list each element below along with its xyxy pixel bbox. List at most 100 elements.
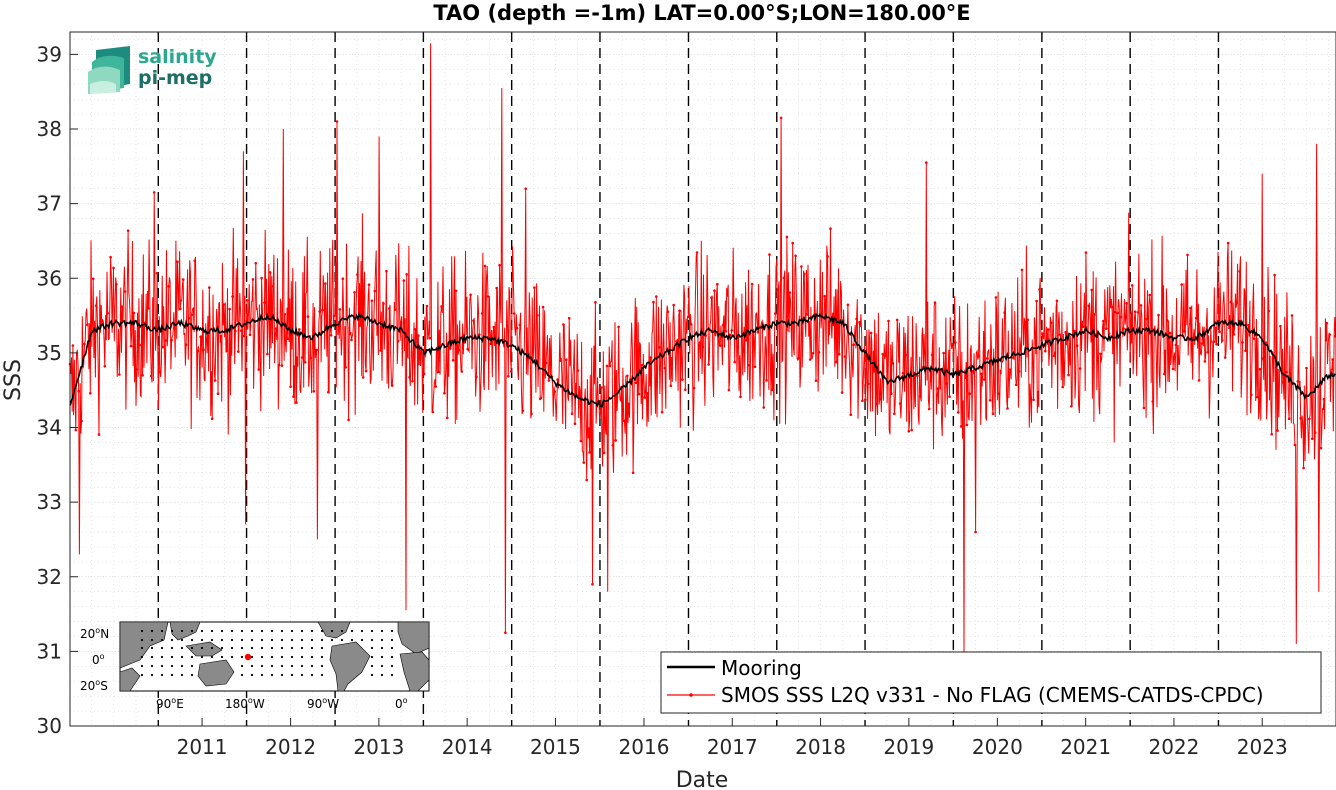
smos-point xyxy=(538,397,542,401)
smos-point xyxy=(228,307,231,311)
inset-buoy-dot xyxy=(180,664,184,668)
smos-point xyxy=(791,241,794,245)
smos-point xyxy=(605,364,609,368)
smos-point xyxy=(803,272,806,276)
smos-point xyxy=(350,338,353,342)
smos-point xyxy=(1113,310,1117,314)
smos-point xyxy=(652,300,655,304)
smos-point xyxy=(1012,356,1015,360)
x-tick-label: 2018 xyxy=(795,735,846,759)
smos-point xyxy=(1212,340,1215,343)
inset-buoy-dot xyxy=(180,638,184,642)
smos-point xyxy=(321,308,324,312)
inset-buoy-dot xyxy=(220,629,224,633)
smos-point xyxy=(686,315,690,319)
smos-point xyxy=(1020,268,1024,272)
smos-point xyxy=(536,314,539,317)
smos-point xyxy=(1203,360,1207,363)
inset-buoy-dot xyxy=(190,673,194,677)
smos-point xyxy=(681,378,684,381)
smos-point xyxy=(472,319,475,323)
smos-point xyxy=(440,305,443,308)
inset-buoy-dot xyxy=(190,638,194,642)
y-tick-label: 37 xyxy=(37,192,62,216)
smos-point xyxy=(74,428,78,432)
axes-box xyxy=(69,31,1336,727)
smos-point xyxy=(997,392,1001,396)
smos-point xyxy=(158,370,162,374)
smos-point xyxy=(753,365,757,369)
smos-point xyxy=(1235,301,1239,304)
series-layer xyxy=(68,43,1336,657)
smos-point xyxy=(1035,299,1038,303)
inset-buoy-dot xyxy=(290,646,294,650)
inset-buoy-dot xyxy=(320,655,324,659)
smos-point xyxy=(274,327,278,330)
smos-point xyxy=(637,392,641,396)
smos-point xyxy=(1075,344,1079,348)
smos-point xyxy=(1168,331,1172,335)
inset-buoy-dot xyxy=(250,673,254,677)
inset-landmasses xyxy=(119,621,430,692)
smos-point xyxy=(251,278,255,281)
smos-point xyxy=(446,416,449,420)
inset-buoy-dot xyxy=(210,629,214,633)
smos-point xyxy=(1192,336,1195,340)
legend: Mooring SMOS SSS L2Q v331 - No FLAG (CME… xyxy=(660,651,1322,714)
smos-point xyxy=(942,351,945,355)
smos-point xyxy=(1119,315,1122,319)
smos-point xyxy=(179,307,182,311)
smos-point xyxy=(120,305,124,309)
smos-point xyxy=(1218,330,1221,334)
smos-point xyxy=(286,337,290,341)
year-marker-lines xyxy=(157,32,1220,726)
smos-point xyxy=(91,277,95,281)
smos-point xyxy=(919,395,922,398)
smos-point xyxy=(808,358,812,361)
inset-buoy-dot xyxy=(180,629,184,633)
smos-point xyxy=(994,296,998,299)
smos-point xyxy=(112,266,115,270)
inset-buoy-dot xyxy=(300,655,304,659)
smos-point xyxy=(623,419,626,423)
smos-point xyxy=(402,279,406,282)
smos-point xyxy=(1296,380,1300,383)
smos-point xyxy=(698,341,702,344)
smos-point xyxy=(559,359,562,362)
inset-buoy-dot xyxy=(170,655,174,659)
smos-point xyxy=(199,335,202,339)
smos-point xyxy=(353,291,356,294)
inset-buoy-dot xyxy=(380,638,384,642)
smos-point xyxy=(393,308,397,311)
smos-point xyxy=(736,346,739,349)
inset-buoy-dot xyxy=(170,673,174,677)
smos-point xyxy=(141,374,144,377)
smos-point xyxy=(631,471,635,475)
smos-point xyxy=(1044,349,1047,353)
smos-point xyxy=(356,273,359,276)
smos-point xyxy=(1238,270,1241,273)
smos-point xyxy=(832,323,835,327)
smos-point xyxy=(466,347,470,351)
inset-buoy-dot xyxy=(190,655,194,659)
smos-point xyxy=(991,412,995,416)
salinity-pi-mep-logo: salinity pi-mep xyxy=(88,46,217,94)
smos-point xyxy=(483,264,487,268)
smos-point xyxy=(1290,314,1294,317)
smos-point xyxy=(1299,417,1302,420)
smos-point xyxy=(431,410,435,414)
smos-point xyxy=(150,374,153,378)
smos-point xyxy=(716,282,719,286)
smos-point xyxy=(797,357,800,360)
smos-point xyxy=(254,262,258,265)
smos-point xyxy=(1163,372,1166,376)
smos-point xyxy=(118,373,121,376)
legend-label-smos: SMOS SSS L2Q v331 - No FLAG (CMEMS-CATDS… xyxy=(721,683,1264,707)
smos-point xyxy=(965,423,969,427)
inset-buoy-dot xyxy=(270,673,274,677)
smos-point xyxy=(599,386,603,389)
smos-point xyxy=(344,366,348,369)
inset-buoy-dot xyxy=(140,655,144,659)
smos-point xyxy=(1319,446,1323,450)
smos-point xyxy=(1038,288,1041,291)
